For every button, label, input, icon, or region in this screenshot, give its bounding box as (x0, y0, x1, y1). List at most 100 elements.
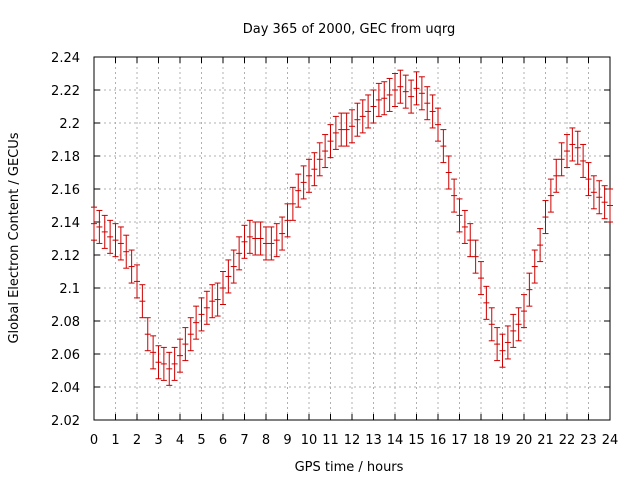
y-axis-label: Global Electron Content / GECUs (7, 132, 22, 343)
error-bar-point (429, 94, 436, 129)
error-bar-point (322, 134, 329, 169)
x-axis-label: GPS time / hours (295, 460, 404, 475)
y-tick-label: 2.04 (51, 381, 80, 396)
error-bar-point (171, 346, 178, 381)
error-bar-point (343, 112, 350, 147)
error-bar-point (257, 221, 264, 256)
error-bar-point (418, 76, 425, 111)
error-bar-point (537, 228, 544, 263)
x-tick-label: 13 (365, 433, 382, 448)
error-bar-point (295, 173, 302, 208)
error-bar-point (590, 175, 597, 210)
error-bar-point (354, 102, 361, 137)
x-tick-label: 21 (537, 433, 554, 448)
x-axis-tick-labels: 0 1 2 3 4 5 6 7 8 9 10 11 12 13 14 15 16 17 18 19 20 21 22 23 24 (90, 433, 618, 448)
error-bar-point (445, 155, 452, 190)
error-bar-point (370, 89, 377, 124)
error-bar-point (112, 223, 119, 258)
error-bar-point (558, 142, 565, 177)
error-bar-point (214, 282, 221, 317)
x-tick-label: 8 (262, 433, 270, 448)
error-bar-point (542, 200, 549, 235)
error-bar-point (128, 249, 135, 284)
error-bar-point (107, 219, 114, 254)
error-bar-point (182, 327, 189, 362)
error-bar-point (289, 186, 296, 221)
error-bar-point (160, 346, 167, 381)
error-bar-point (601, 185, 608, 220)
chart-title: Day 365 of 2000, GEC from uqrg (243, 22, 456, 37)
error-bar-point (365, 94, 372, 129)
error-bar-point (580, 143, 587, 178)
y-tick-label: 2.14 (51, 216, 80, 231)
error-bar-point (236, 236, 243, 271)
y-tick-label: 2.16 (51, 183, 80, 198)
x-tick-label: 12 (344, 433, 361, 448)
error-bar-point (440, 129, 447, 164)
x-tick-label: 0 (90, 433, 98, 448)
error-bar-point (472, 239, 479, 274)
y-tick-label: 2.02 (51, 414, 80, 429)
error-bar-point (402, 74, 409, 109)
error-bar-point (478, 261, 484, 296)
y-tick-label: 2.22 (51, 84, 80, 99)
error-bar-point (203, 290, 210, 325)
error-bar-point (268, 226, 275, 261)
y-tick-label: 2.18 (51, 150, 80, 165)
error-bar-point (521, 294, 527, 329)
error-bar-point (150, 335, 157, 370)
error-bar-point (467, 223, 474, 258)
error-bar-point (451, 178, 458, 213)
x-tick-label: 22 (559, 433, 576, 448)
error-bar-point (187, 317, 194, 352)
error-bar-point (311, 152, 318, 187)
error-bar-point (273, 223, 280, 258)
error-bar-point (408, 79, 415, 114)
x-tick-label: 9 (283, 433, 291, 448)
y-tick-label: 2.08 (51, 315, 80, 330)
y-tick-label: 2.2 (59, 117, 80, 132)
error-bar-point (413, 71, 420, 106)
error-bar-point (220, 271, 226, 305)
error-bar-point (91, 206, 97, 241)
error-bar-point (144, 317, 151, 352)
error-bar-point (327, 124, 334, 159)
x-tick-label: 10 (301, 433, 318, 448)
x-tick-label: 14 (387, 433, 404, 448)
error-bar-point (134, 264, 140, 299)
x-tick-label: 6 (219, 433, 227, 448)
x-tick-label: 23 (580, 433, 597, 448)
error-bar-point (435, 107, 441, 142)
error-bar-point (547, 178, 554, 213)
error-bar-point (386, 77, 393, 112)
y-axis-tick-labels: 2.02 2.04 2.06 2.08 2.1 2.12 2.14 2.16 2.18 2.2 2.… (51, 51, 80, 429)
x-tick-label: 19 (494, 433, 511, 448)
error-bar-point (101, 214, 108, 249)
error-bar-point (279, 216, 286, 251)
y-tick-label: 2.06 (51, 348, 80, 363)
error-bar-point (338, 112, 345, 147)
error-bar-point (515, 307, 522, 342)
error-bar-point (332, 115, 339, 150)
error-bar-point (569, 127, 576, 162)
error-bar-point (241, 224, 248, 259)
error-bar-point (596, 180, 603, 215)
x-tick-label: 4 (176, 433, 184, 448)
error-bar-point (504, 325, 511, 360)
error-bar-point (252, 221, 259, 256)
x-tick-label: 18 (473, 433, 490, 448)
error-bar-point (424, 86, 431, 121)
error-bar-point (300, 165, 307, 200)
error-bar-point (456, 198, 463, 233)
x-tick-label: 3 (154, 433, 162, 448)
error-bar-point (499, 333, 506, 368)
error-bar-point (139, 284, 146, 319)
error-bar-point (494, 327, 501, 362)
error-bar-point (117, 226, 124, 261)
error-bar-point (177, 338, 183, 373)
error-bar-point (316, 142, 323, 177)
error-bar-point (483, 285, 490, 320)
error-bar-point (392, 73, 398, 107)
x-tick-label: 20 (516, 433, 533, 448)
error-bar-point (574, 130, 581, 165)
